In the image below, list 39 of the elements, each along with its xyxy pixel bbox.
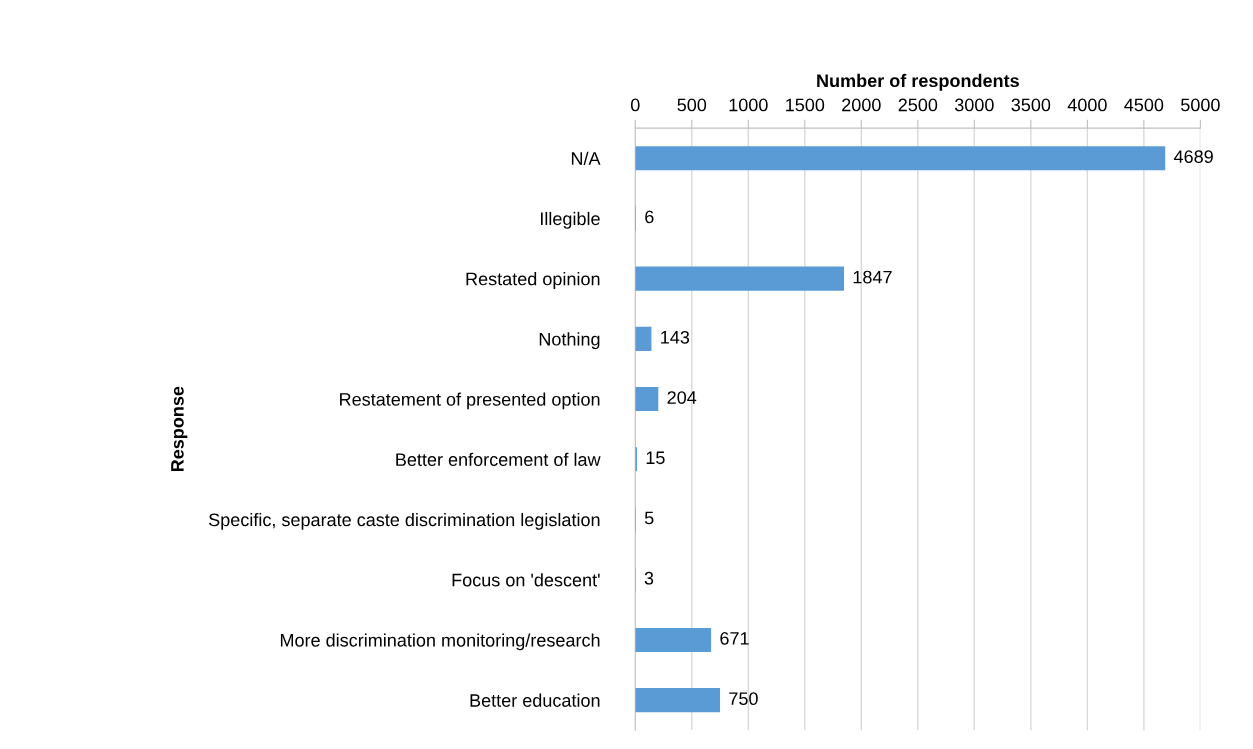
- y-tick-label: Focus on 'descent': [452, 573, 600, 587]
- y-tick-label: Restated opinion: [466, 272, 600, 289]
- bar: [635, 266, 845, 291]
- bar: [635, 387, 659, 412]
- x-tick-label: 3000: [954, 98, 994, 112]
- data-label: 5: [644, 511, 654, 525]
- bar: [635, 146, 1166, 171]
- bar: [635, 627, 712, 652]
- data-label: 750: [729, 692, 758, 706]
- x-tick-label: 4000: [1067, 98, 1107, 112]
- x-tick-label: 0: [630, 98, 640, 112]
- x-tick-label: 5000: [1181, 98, 1220, 112]
- x-axis-title: Number of respondents: [817, 73, 1019, 91]
- data-label: 204: [667, 391, 697, 404]
- y-tick-label: Restatement of presented option: [340, 392, 600, 410]
- x-tick-label: 2500: [898, 98, 938, 112]
- y-tick-label: Better enforcement of law: [396, 452, 601, 467]
- y-tick-label: Illegible: [540, 211, 600, 229]
- data-label: 4689: [1173, 150, 1213, 164]
- x-tick-label: 1000: [729, 98, 768, 112]
- x-tick-label: 2000: [842, 98, 881, 112]
- bar: [635, 326, 652, 351]
- data-label: 6: [645, 210, 654, 224]
- x-tick-label: 4500: [1124, 98, 1164, 112]
- data-label: 3: [644, 571, 654, 585]
- y-tick-label: Specific, separate caste discrimination legislation: [208, 512, 600, 530]
- y-tick-label: More discrimination monitoring/research: [280, 633, 600, 651]
- x-tick-label: 3500: [1011, 98, 1051, 112]
- data-label: 143: [661, 330, 690, 344]
- y-tick-label: Nothing: [539, 332, 600, 350]
- data-label: 15: [646, 451, 665, 465]
- y-tick-label: Better education: [470, 693, 600, 707]
- data-label: 671: [720, 632, 749, 645]
- y-axis-title: Response: [171, 386, 188, 472]
- x-tick-label: 1500: [786, 98, 825, 112]
- y-tick-label: N/A: [571, 151, 601, 165]
- x-tick-label: 500: [677, 98, 707, 112]
- data-label: 1847: [853, 270, 892, 284]
- bar: [635, 688, 721, 713]
